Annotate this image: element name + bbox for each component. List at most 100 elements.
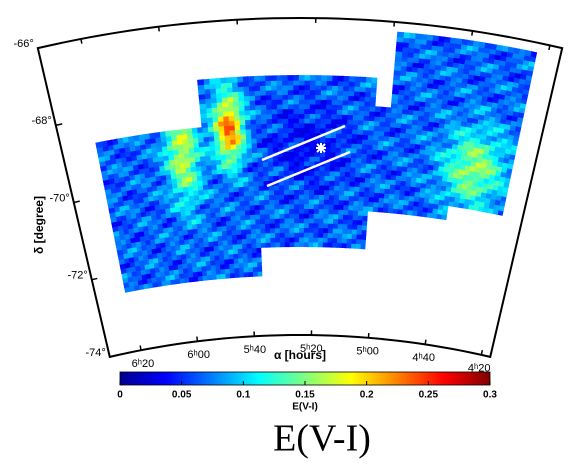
map-cell <box>414 33 422 40</box>
x-axis-label: α [hours] <box>274 348 326 362</box>
map-cell <box>148 132 156 140</box>
map-cell <box>286 79 294 86</box>
map-cell <box>121 272 128 279</box>
map-cell <box>355 243 361 250</box>
map-cell <box>113 152 121 160</box>
y-tick-label: -72° <box>67 270 87 282</box>
map-cell <box>282 170 289 176</box>
x-tick <box>471 30 474 36</box>
map-cell <box>225 81 233 88</box>
map-cell <box>165 140 173 147</box>
map-cell <box>127 256 135 263</box>
map-cell <box>152 194 159 202</box>
map-cell <box>308 193 315 200</box>
map-cell <box>488 197 496 205</box>
map-cell <box>283 232 290 238</box>
map-cell <box>225 229 232 236</box>
map-cell <box>477 142 486 150</box>
map-cell <box>287 151 294 157</box>
map-cell <box>425 173 433 180</box>
map-cell <box>108 206 116 214</box>
map-cell <box>420 172 428 179</box>
map-cell <box>406 161 414 168</box>
map-cell <box>135 153 143 161</box>
map-cell <box>404 70 412 77</box>
map-cell <box>257 189 265 196</box>
map-cell <box>431 35 440 42</box>
map-cell <box>98 155 106 163</box>
map-cell <box>462 173 469 181</box>
map-cell <box>404 132 411 139</box>
map-cell <box>235 148 242 154</box>
map-cell <box>254 213 261 220</box>
region-marker <box>261 124 351 188</box>
map-cell <box>227 110 234 117</box>
map-cell <box>245 233 252 240</box>
map-cell <box>104 188 112 195</box>
map-cell <box>474 132 482 140</box>
map-cell <box>434 59 442 66</box>
map-cell <box>172 268 179 275</box>
map-cell <box>119 185 127 192</box>
map-cell <box>125 242 132 249</box>
map-cell <box>218 201 225 208</box>
map-cell <box>213 254 220 261</box>
map-cell <box>143 205 151 212</box>
map-cell <box>365 162 372 169</box>
map-cell <box>448 157 456 164</box>
map-cell <box>303 146 310 152</box>
map-cell <box>186 228 193 235</box>
map-cell <box>308 189 315 195</box>
map-cell <box>233 200 240 207</box>
map-cell <box>151 223 159 230</box>
map-cell <box>341 218 348 225</box>
map-cell <box>318 184 325 191</box>
map-cell <box>187 233 194 240</box>
map-cell <box>483 109 491 117</box>
map-cell <box>164 169 171 176</box>
map-cell <box>230 234 237 241</box>
map-cell <box>100 169 108 177</box>
map-cell <box>454 81 462 88</box>
map-cell <box>336 85 344 91</box>
map-cell <box>303 208 309 214</box>
colorbar-tick-label: 0.2 <box>360 390 374 401</box>
map-cell <box>194 256 201 263</box>
map-cell <box>414 90 422 97</box>
map-cell <box>283 236 290 243</box>
map-cell <box>430 178 437 186</box>
map-cell <box>346 233 352 239</box>
map-cell <box>272 170 279 177</box>
map-cell <box>292 84 299 91</box>
map-cell <box>209 154 216 161</box>
map-cell <box>441 175 448 182</box>
map-cell <box>160 280 167 287</box>
map-cell <box>324 137 331 143</box>
map-cell <box>247 266 253 273</box>
map-cell <box>287 113 294 119</box>
map-cell <box>163 164 171 171</box>
map-cell <box>132 226 139 234</box>
map-cell <box>389 178 396 186</box>
map-cell <box>240 143 247 149</box>
map-cell <box>497 151 506 158</box>
map-cell <box>125 271 133 278</box>
map-cell <box>140 244 147 252</box>
map-cell <box>217 187 224 194</box>
map-cell <box>239 124 246 130</box>
map-cell <box>418 148 426 155</box>
map-cell <box>462 67 470 75</box>
map-cell <box>237 257 244 264</box>
map-cell <box>326 237 333 243</box>
map-cell <box>389 112 397 119</box>
map-cell <box>211 116 219 123</box>
map-cell <box>359 243 366 250</box>
map-cell <box>326 241 333 248</box>
map-cell <box>260 242 266 248</box>
map-cell <box>378 120 386 127</box>
map-cell <box>484 163 492 170</box>
map-cell <box>131 222 138 229</box>
map-cell <box>454 153 462 160</box>
map-cell <box>233 114 240 121</box>
map-cell <box>418 48 426 55</box>
